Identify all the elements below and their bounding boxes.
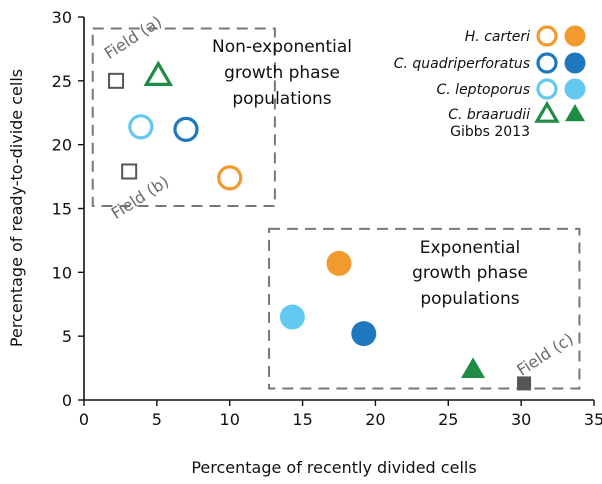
x-tick-label: 5	[152, 410, 162, 429]
gibbs-2013-open-point	[108, 72, 125, 89]
y-tick-label: 15	[52, 200, 72, 219]
non-exponential-region	[91, 27, 276, 207]
exp-phase-line-1: Exponential	[420, 238, 521, 258]
legend-open-c-braarudii	[534, 100, 560, 123]
c-leptoporus-open-point	[128, 114, 154, 140]
c-leptoporus-filled-point	[279, 304, 305, 330]
legend-label-h-carteri: H. carteri	[465, 29, 530, 45]
gibbs-2013-filled-point	[517, 376, 532, 391]
x-tick-label: 20	[365, 410, 385, 429]
legend-label-c-leptoporus: C. leptoporus	[437, 82, 531, 98]
y-tick-label: 0	[62, 391, 72, 410]
exp-phase-label: Exponential growth phase populations	[412, 238, 528, 309]
x-tick-label: 15	[292, 410, 312, 429]
exp-phase-line-2: growth phase	[412, 263, 528, 283]
field-b-label: Field (b)	[108, 172, 173, 223]
y-tick-label: 20	[52, 136, 72, 155]
legend-filled-c-leptoporus	[564, 78, 586, 100]
y-tick-label: 10	[52, 263, 72, 282]
data-points	[108, 60, 532, 391]
legend-label-c-braarudii: C. braarudii	[448, 107, 530, 123]
legend-open-c-quadriperforatus	[536, 52, 558, 74]
x-tick-label: 30	[511, 410, 531, 429]
y-axis-label: Percentage of ready-to-divide cells	[7, 69, 26, 347]
legend-open-h-carteri	[536, 25, 558, 47]
gibbs-2013-open-point	[121, 163, 138, 180]
x-tick-label: 25	[438, 410, 458, 429]
exp-phase-line-3: populations	[420, 289, 519, 309]
nonexp-phase-label: Non-exponential growth phase populations	[212, 37, 352, 109]
h-carteri-filled-point	[326, 250, 352, 276]
field-c-label: Field (c)	[513, 329, 576, 379]
x-tick-label: 35	[584, 410, 602, 429]
field-regions	[91, 27, 581, 390]
legend-filled-h-carteri	[564, 25, 586, 47]
legend-open-c-leptoporus	[536, 78, 558, 100]
c-braarudii-open-point	[143, 60, 174, 86]
legend: H. carteri C. quadriperforatus C. leptopor…	[394, 25, 586, 140]
c-quadriperforatus-open-point	[173, 116, 199, 142]
x-tick-label: 10	[220, 410, 240, 429]
legend-label-c-quadriperforatus: C. quadriperforatus	[394, 56, 530, 72]
x-axis-label: Percentage of recently divided cells	[191, 458, 476, 477]
x-tick-label: 0	[79, 410, 89, 429]
axis-ticks: 0 5 10 15 20 25 30 35 0 5 10 15 20 25 30	[52, 8, 602, 429]
legend-filled-c-braarudii	[565, 104, 585, 122]
field-a-label: Field (a)	[101, 12, 165, 63]
legend-filled-c-quadriperforatus	[564, 52, 586, 74]
c-quadriperforatus-filled-point	[351, 321, 377, 347]
c-braarudii-filled-point	[461, 357, 486, 378]
y-tick-label: 5	[62, 327, 72, 346]
legend-label-gibbs-2013: Gibbs 2013	[450, 124, 530, 140]
h-carteri-open-point	[217, 165, 243, 191]
nonexp-phase-line-3: populations	[232, 89, 331, 109]
y-tick-label: 25	[52, 72, 72, 91]
y-tick-label: 30	[52, 8, 72, 27]
nonexp-phase-line-1: Non-exponential	[212, 37, 352, 57]
nonexp-phase-line-2: growth phase	[224, 63, 340, 83]
